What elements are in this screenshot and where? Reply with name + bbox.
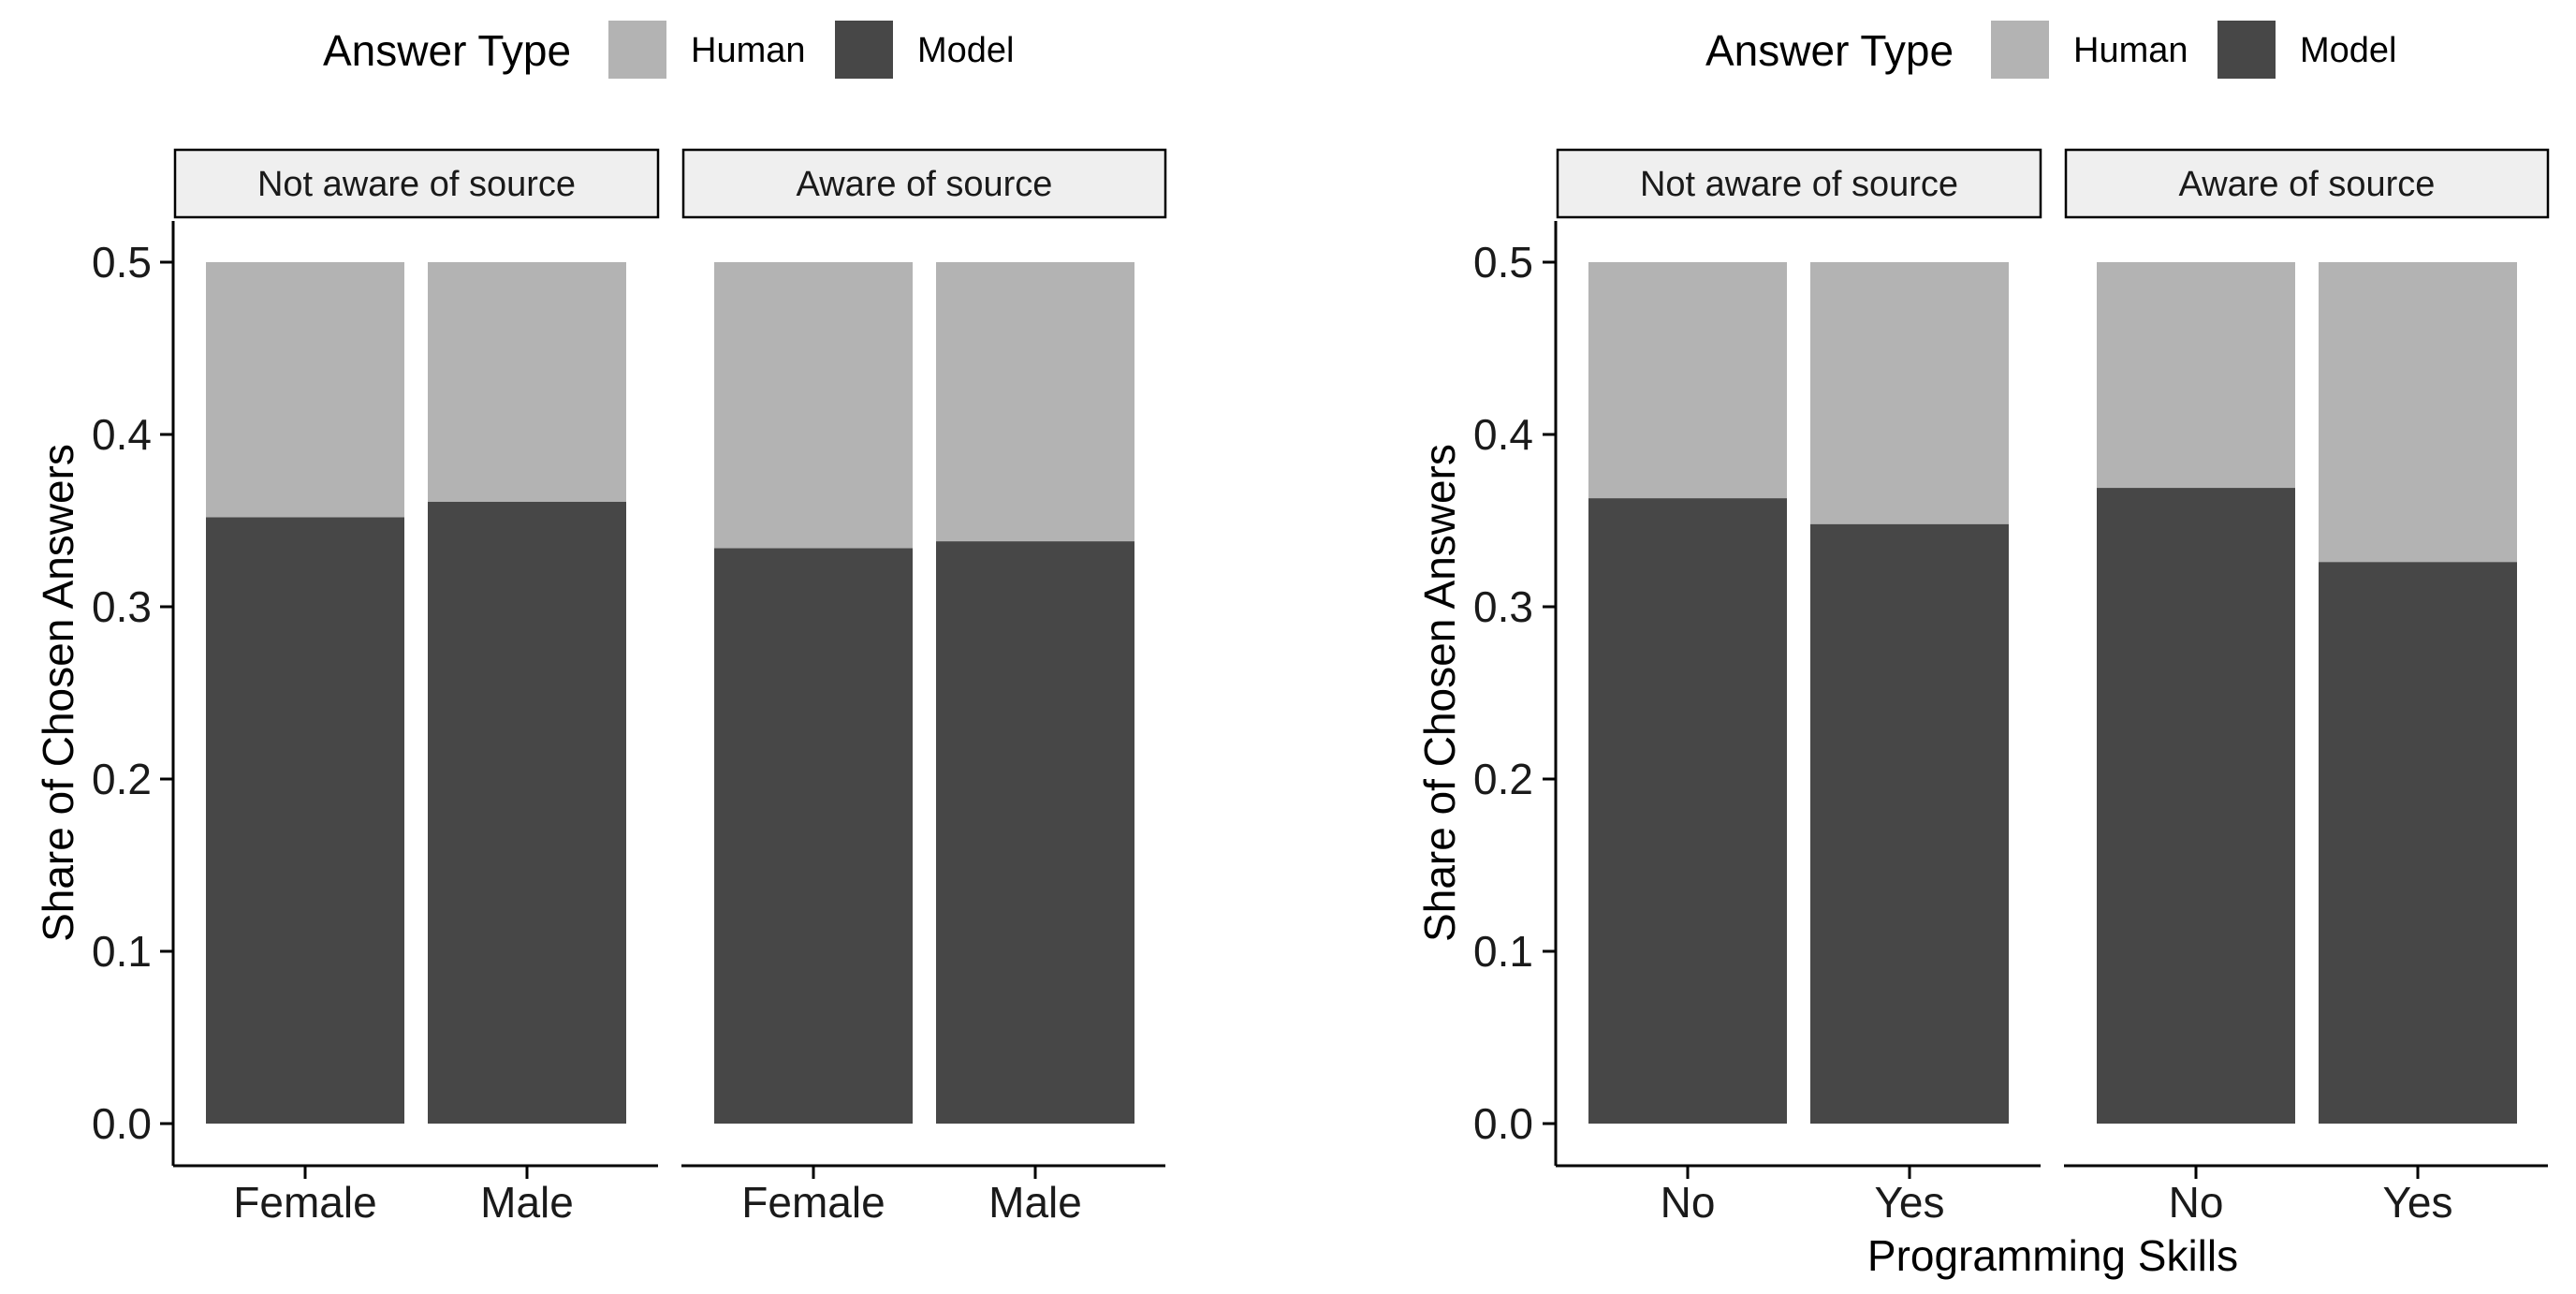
x-tick-label: No	[2169, 1178, 2224, 1227]
facet-strip-label: Aware of source	[2179, 165, 2436, 204]
y-tick-label: 0.5	[1473, 238, 1533, 287]
y-tick-label: 0.4	[92, 410, 152, 459]
bar-human-no	[1588, 262, 1787, 499]
facet-2: Aware of source Female Male	[681, 148, 1167, 1227]
legend-key-model	[835, 21, 893, 79]
x-tick-label: Female	[233, 1178, 376, 1227]
x-tick-label: Yes	[2382, 1178, 2452, 1227]
y-tick-label: 0.3	[92, 582, 152, 631]
y-tick-label: 0.0	[92, 1099, 152, 1148]
bar-human-female	[714, 262, 913, 549]
bar-model-male	[936, 541, 1134, 1124]
bar-model-yes	[1810, 523, 2009, 1124]
y-tick-label: 0.0	[1473, 1099, 1533, 1148]
bar-model-no	[1588, 498, 1787, 1124]
legend-label-model: Model	[2300, 31, 2397, 70]
legend-key-model	[2217, 21, 2276, 79]
x-tick-label: Male	[988, 1178, 1082, 1227]
bar-human-male	[428, 262, 626, 502]
y-tick-label: 0.5	[92, 238, 152, 287]
facet-strip-label: Not aware of source	[1640, 165, 1958, 204]
facet-1: Not aware of source Female Male	[173, 148, 660, 1227]
y-tick-label: 0.2	[92, 755, 152, 803]
bar-human-female	[206, 262, 404, 518]
bar-model-female	[206, 517, 404, 1124]
legend-key-human	[608, 21, 666, 79]
legend-label-human: Human	[691, 31, 806, 70]
bar-model-male	[428, 501, 626, 1124]
chart-panel-2: Answer Type Human Model 0.0 0.1 0.2 0.3 0.4 0.5 S…	[1415, 21, 2550, 1280]
x-axis-title: Programming Skills	[1867, 1231, 2238, 1280]
y-tick-label: 0.3	[1473, 582, 1533, 631]
y-tick-label: 0.4	[1473, 410, 1533, 459]
facet-strip-label: Not aware of source	[257, 165, 576, 204]
bar-model-yes	[2319, 562, 2517, 1124]
legend: Answer Type Human Model	[323, 21, 1015, 79]
legend-label-model: Model	[917, 31, 1015, 70]
chart-panel-1: Answer Type Human Model 0.0 0.1 0.2 0.3 0.4 0.5 S…	[34, 21, 1167, 1227]
legend-label-human: Human	[2073, 31, 2188, 70]
bar-model-female	[714, 548, 913, 1124]
facet-strip	[173, 148, 660, 219]
legend-title: Answer Type	[323, 26, 571, 75]
facet-strip	[2064, 148, 2550, 219]
bar-human-no	[2097, 262, 2295, 489]
y-tick-label: 0.1	[1473, 927, 1533, 976]
x-tick-label: No	[1661, 1178, 1716, 1227]
bar-human-yes	[2319, 262, 2517, 563]
legend: Answer Type Human Model	[1705, 21, 2397, 79]
facet-1: Not aware of source No Yes	[1556, 148, 2042, 1227]
facet-strip-label: Aware of source	[797, 165, 1053, 204]
bar-human-yes	[1810, 262, 2009, 524]
bar-human-male	[936, 262, 1134, 542]
facet-strip	[681, 148, 1167, 219]
y-axis-title: Share of Chosen Answers	[34, 444, 82, 942]
x-tick-label: Male	[480, 1178, 574, 1227]
y-tick-label: 0.1	[92, 927, 152, 976]
x-tick-label: Yes	[1874, 1178, 1944, 1227]
y-tick-label: 0.2	[1473, 755, 1533, 803]
x-tick-label: Female	[741, 1178, 885, 1227]
legend-title: Answer Type	[1705, 26, 1954, 75]
facet-strip	[1556, 148, 2042, 219]
facet-2: Aware of source No Yes	[2064, 148, 2550, 1227]
y-axis-title: Share of Chosen Answers	[1415, 444, 1464, 942]
bar-model-no	[2097, 488, 2295, 1124]
legend-key-human	[1991, 21, 2049, 79]
